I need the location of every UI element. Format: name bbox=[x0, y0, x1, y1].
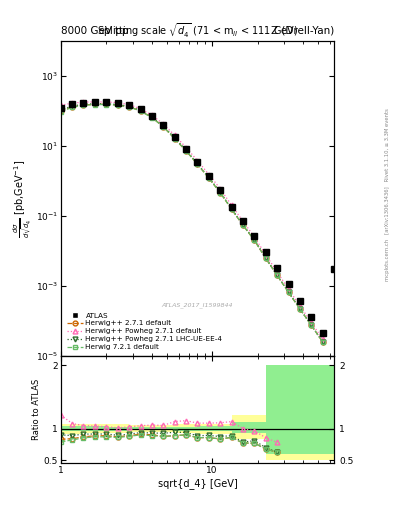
Title: Splitting scale $\sqrt{d_4^{}}$ (71 < m$_{ll}$ < 111 GeV): Splitting scale $\sqrt{d_4^{}}$ (71 < m$… bbox=[97, 22, 298, 40]
Y-axis label: Ratio to ATLAS: Ratio to ATLAS bbox=[32, 379, 41, 440]
X-axis label: sqrt{d_4} [GeV]: sqrt{d_4} [GeV] bbox=[158, 478, 237, 489]
Text: 8000 GeV pp: 8000 GeV pp bbox=[61, 26, 129, 36]
Text: Z (Drell-Yan): Z (Drell-Yan) bbox=[271, 26, 334, 36]
Y-axis label: $\frac{d\sigma}{d\sqrt{d_4^{}}}$ [pb,GeV$^{-1}$]: $\frac{d\sigma}{d\sqrt{d_4^{}}}$ [pb,GeV… bbox=[12, 159, 35, 238]
Text: mcplots.cern.ch   [arXiv:1306.3436]   Rivet 3.1.10, ≥ 3.3M events: mcplots.cern.ch [arXiv:1306.3436] Rivet … bbox=[385, 108, 389, 281]
Legend: ATLAS, Herwig++ 2.7.1 default, Herwig++ Powheg 2.7.1 default, Herwig++ Powheg 2.: ATLAS, Herwig++ 2.7.1 default, Herwig++ … bbox=[64, 310, 225, 352]
Text: ATLAS_2017_I1599844: ATLAS_2017_I1599844 bbox=[162, 303, 233, 308]
